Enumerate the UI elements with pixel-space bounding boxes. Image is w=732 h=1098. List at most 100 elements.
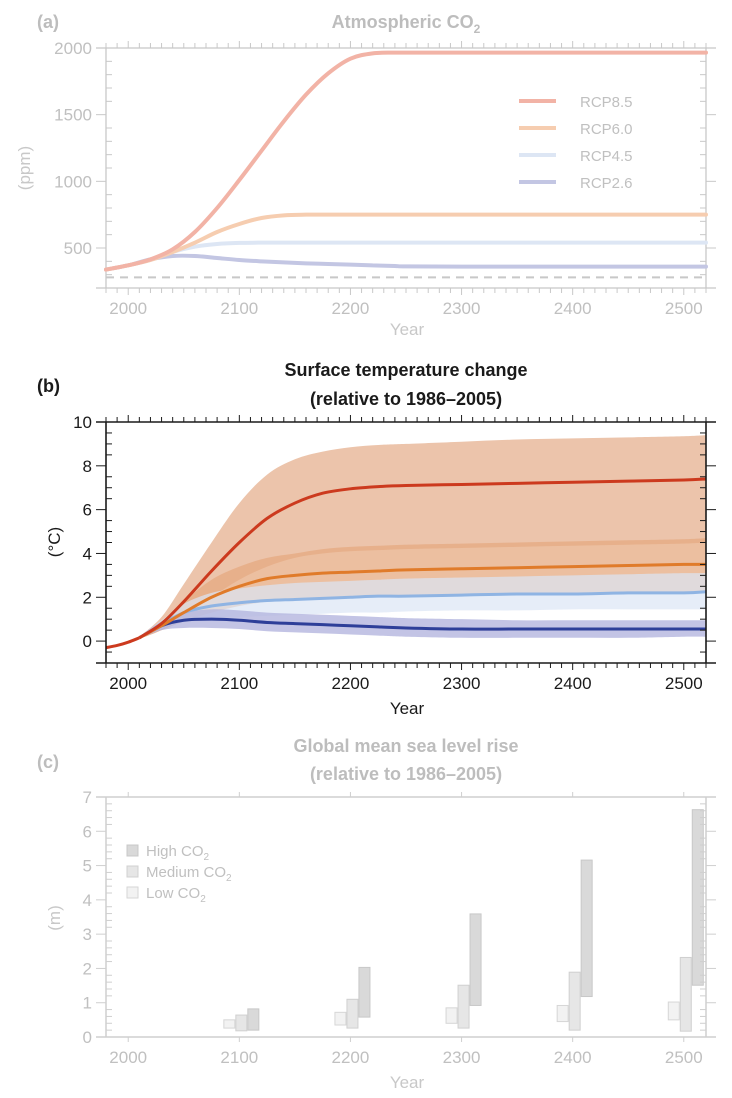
series-line-rcp85 (138, 477, 707, 640)
x-tick-label: 2000 (109, 299, 147, 318)
panel-a-axes: 2000 2100 2200 2300 2400 2500 500 1000 1500 2000 (54, 39, 716, 318)
range-bar-low-2200 (334, 1011, 347, 1026)
range-bar-low-2100 (223, 1019, 236, 1029)
panel-c-ylabel: (m) (45, 905, 64, 930)
y-tick-label: 2 (83, 959, 92, 978)
panel-b-series (105, 477, 707, 650)
x-tick-label: 2300 (443, 674, 481, 693)
x-tick-label: 2100 (220, 299, 258, 318)
panel-b-title-line1: Surface temperature change (284, 360, 527, 380)
panel-b-title-line2: (relative to 1986–2005) (310, 389, 502, 409)
range-bar-high-2500 (691, 809, 704, 986)
x-tick-label: 2200 (332, 299, 370, 318)
x-tick-label: 2300 (443, 1048, 481, 1067)
panel-a-xlabel: Year (390, 320, 425, 339)
range-bar-medium-2400 (568, 971, 581, 1031)
legend-label-subscript: 2 (226, 873, 232, 884)
legend-label: RCP8.5 (580, 94, 633, 111)
x-tick-label: 2400 (554, 299, 592, 318)
range-bar-low-2500 (667, 1001, 680, 1021)
range-bar-medium-2300 (457, 984, 470, 1029)
range-bar-high-2300 (469, 913, 482, 1006)
historical-line (105, 636, 140, 650)
legend-label: Medium CO2 (146, 864, 232, 884)
range-bar-low-2400 (556, 1004, 569, 1023)
x-tick-label: 2000 (109, 674, 147, 693)
y-tick-label: 10 (73, 413, 92, 432)
legend-label-subscript: 2 (204, 852, 210, 863)
panel-b-uncertainty-bands (139, 435, 707, 639)
panel-c-label: (c) (37, 752, 59, 772)
uncertainty-band-rcp26 (139, 609, 707, 639)
x-tick-label: 2500 (665, 299, 703, 318)
panel-b-xlabel: Year (390, 699, 425, 718)
panel-a-ylabel: (ppm) (15, 146, 34, 190)
legend-label: RCP6.0 (580, 121, 633, 138)
range-bar-medium-2500 (679, 956, 692, 1032)
y-tick-label: 5 (83, 857, 92, 876)
legend-label: High CO2 (146, 843, 210, 863)
legend-swatch (126, 886, 139, 899)
panel-a-label: (a) (37, 12, 59, 32)
legend-label-subscript: 2 (200, 894, 206, 905)
y-tick-label: 4 (83, 544, 92, 563)
y-tick-label: 6 (83, 501, 92, 520)
panel-c-axes: 2000 2100 2200 2300 2400 2500 0 1 2 3 4 5 6 7 (83, 788, 716, 1067)
x-tick-label: 2500 (665, 1048, 703, 1067)
panel-b-label: (b) (37, 376, 60, 396)
panel-a-legend: RCP8.5 RCP6.0 RCP4.5 RCP2.6 (519, 94, 633, 192)
series-line-rcp60 (104, 212, 708, 272)
range-bar-high-2400 (580, 859, 593, 998)
series-line-rcp85 (104, 50, 708, 272)
panel-c-xlabel: Year (390, 1073, 425, 1092)
legend-swatch (126, 844, 139, 857)
y-tick-label: 0 (83, 1028, 92, 1047)
series-line-rcp60 (138, 562, 707, 640)
legend-label: RCP2.6 (580, 175, 633, 192)
range-bar-medium-2100 (235, 1014, 248, 1032)
x-tick-label: 2000 (109, 1048, 147, 1067)
y-tick-label: 2 (83, 588, 92, 607)
panel-b-ylabel: (°C) (45, 527, 64, 557)
legend-swatch (126, 865, 139, 878)
x-tick-label: 2400 (554, 1048, 592, 1067)
y-tick-label: 4 (83, 891, 92, 910)
panel-b-axes: 2000 2100 2200 2300 2400 2500 0 2 4 6 8 10 (73, 413, 716, 693)
y-tick-label: 6 (83, 822, 92, 841)
panel-a-series (104, 50, 708, 272)
y-tick-label: 1000 (54, 172, 92, 191)
x-tick-label: 2200 (332, 1048, 370, 1067)
series-line-rcp26 (104, 253, 708, 272)
x-tick-label: 2400 (554, 674, 592, 693)
y-tick-label: 0 (83, 632, 92, 651)
x-tick-label: 2300 (443, 299, 481, 318)
x-tick-label: 2100 (220, 1048, 258, 1067)
x-tick-label: 2500 (665, 674, 703, 693)
range-bar-low-2300 (445, 1007, 458, 1024)
legend-label: RCP4.5 (580, 148, 633, 165)
y-tick-label: 3 (83, 925, 92, 944)
y-tick-label: 7 (83, 788, 92, 807)
range-bar-high-2100 (247, 1008, 260, 1031)
panel-a-co2: (a) Atmospheric CO2 (ppm) Year 2000 2100 2… (15, 12, 716, 339)
panel-c-bars (223, 809, 704, 1032)
y-tick-label: 500 (64, 239, 92, 258)
uncertainty-band-rcp45 (139, 573, 707, 639)
uncertainty-band-rcp85 (139, 435, 707, 639)
panel-b-temperature: (b) Surface temperature change (relative… (37, 360, 716, 718)
y-tick-label: 1500 (54, 106, 92, 125)
series-line-rcp26 (138, 617, 706, 640)
y-tick-label: 1 (83, 994, 92, 1013)
legend-label: Low CO2 (146, 885, 206, 905)
x-tick-label: 2200 (332, 674, 370, 693)
panel-c-title-line2: (relative to 1986–2005) (310, 764, 502, 784)
series-line-rcp45 (138, 590, 707, 640)
y-tick-label: 2000 (54, 39, 92, 58)
y-tick-label: 8 (83, 457, 92, 476)
panel-c-title-line1: Global mean sea level rise (293, 736, 518, 756)
range-bar-high-2200 (358, 966, 371, 1018)
panel-c-sea-level: (c) Global mean sea level rise (relative… (37, 736, 716, 1092)
x-tick-label: 2100 (220, 674, 258, 693)
